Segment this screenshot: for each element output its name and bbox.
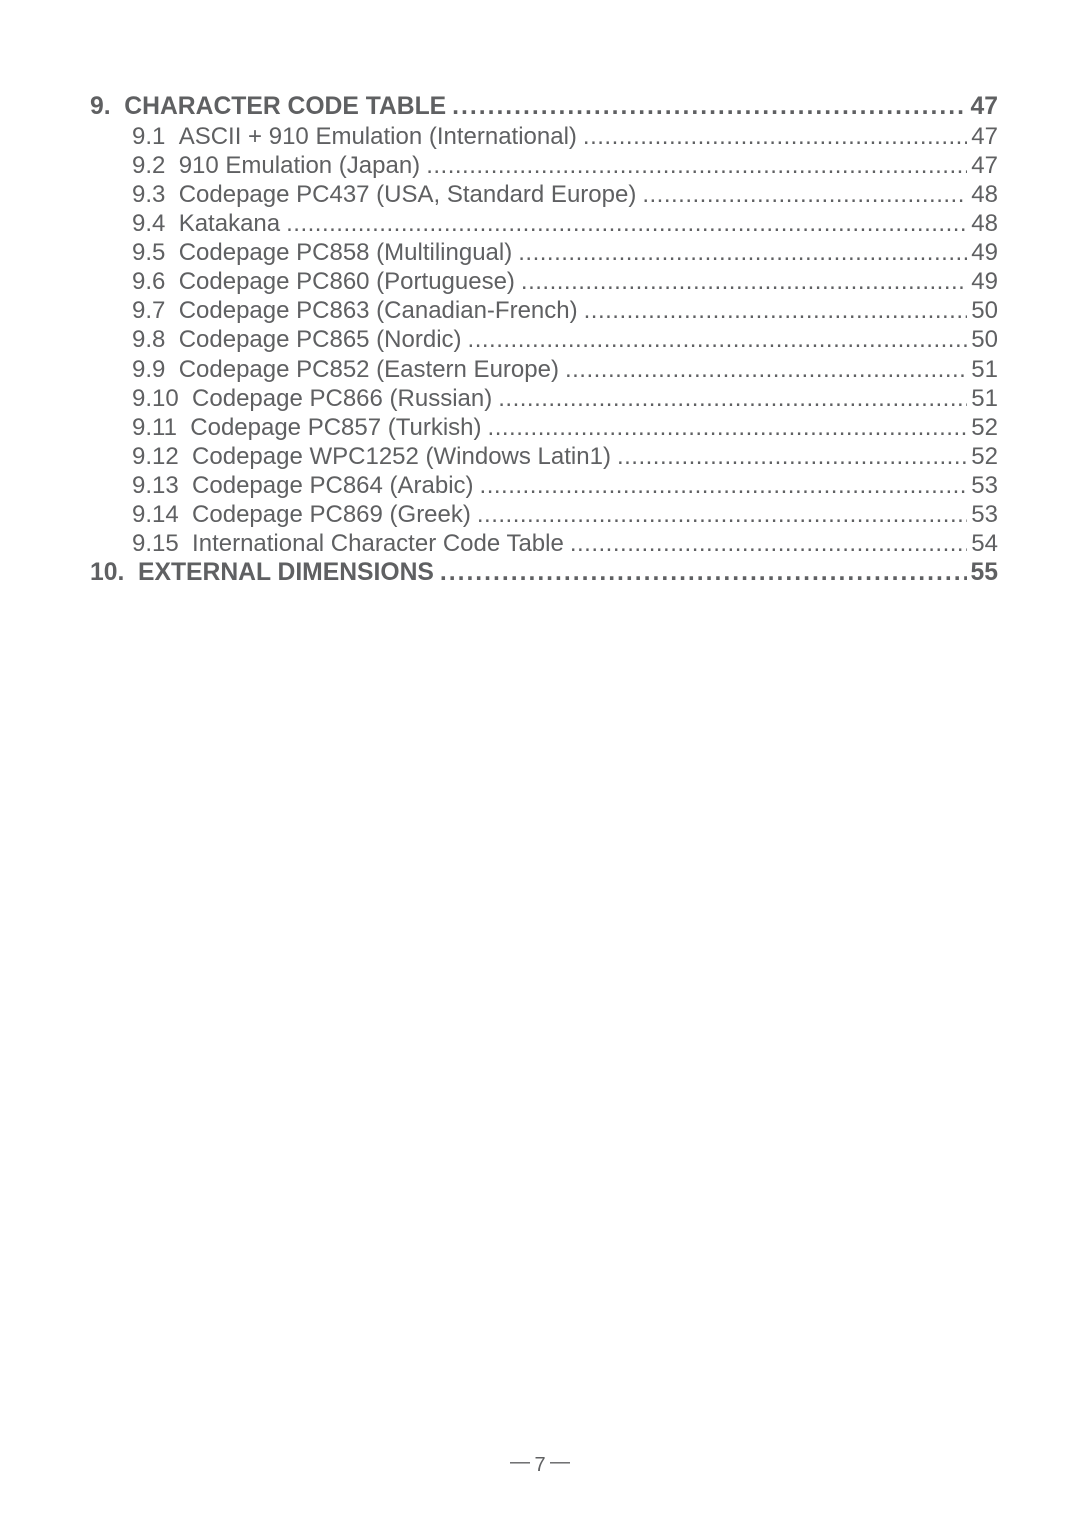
toc-sub-row: 9.6 Codepage PC860 (Portuguese) 49: [90, 270, 998, 294]
page-number-value: 7: [534, 1454, 545, 1477]
toc-leader: [468, 328, 968, 352]
toc-leader: [521, 270, 967, 294]
toc-sub-row: 9.9 Codepage PC852 (Eastern Europe) 51: [90, 358, 998, 382]
toc-entry-page: 51: [967, 387, 998, 411]
toc-entry-page: 47: [967, 125, 998, 149]
toc-leader: [570, 532, 967, 556]
toc-sub-row: 9.5 Codepage PC858 (Multilingual) 49: [90, 241, 998, 265]
toc-leader: [286, 212, 967, 236]
toc-leader: [426, 154, 967, 178]
toc-entry-page: 53: [967, 503, 998, 527]
toc-sub-row: 9.15 International Character Code Table 5…: [90, 532, 998, 556]
toc-sub-row: 9.8 Codepage PC865 (Nordic) 50: [90, 328, 998, 352]
toc-sub-row: 9.7 Codepage PC863 (Canadian-French) 50: [90, 299, 998, 323]
toc-entry-title: 9.2 910 Emulation (Japan): [132, 154, 420, 178]
toc-entry-page: 49: [967, 270, 998, 294]
toc-sub-row: 9.13 Codepage PC864 (Arabic) 53: [90, 474, 998, 498]
toc-entry-page: 49: [967, 241, 998, 265]
toc-entry-title: 9.1 ASCII + 910 Emulation (International…: [132, 125, 577, 149]
toc-chapter-row: 9. CHARACTER CODE TABLE 47: [90, 95, 998, 120]
toc-sub-row: 9.1 ASCII + 910 Emulation (International…: [90, 125, 998, 149]
toc-leader: [477, 503, 967, 527]
toc-sub-row: 9.2 910 Emulation (Japan) 47: [90, 154, 998, 178]
toc-leader: [488, 416, 968, 440]
table-of-contents: 9. CHARACTER CODE TABLE 47 9.1 ASCII + 910…: [90, 95, 998, 591]
toc-sub-row: 9.14 Codepage PC869 (Greek) 53: [90, 503, 998, 527]
toc-leader: [583, 125, 967, 149]
toc-sub-row: 9.12 Codepage WPC1252 (Windows Latin1) 52: [90, 445, 998, 469]
toc-entry-title: 9.7 Codepage PC863 (Canadian-French): [132, 299, 578, 323]
toc-entry-page: 53: [967, 474, 998, 498]
toc-entry-title: 9.3 Codepage PC437 (USA, Standard Europe…: [132, 183, 636, 207]
toc-entry-title: 9.14 Codepage PC869 (Greek): [132, 503, 471, 527]
toc-entry-page: 52: [967, 445, 998, 469]
page-number: — 7 —: [0, 1454, 1080, 1477]
toc-leader: [440, 561, 967, 586]
toc-leader: [480, 474, 968, 498]
toc-entry-title: 9. CHARACTER CODE TABLE: [90, 95, 446, 120]
toc-entry-page: 47: [967, 95, 998, 120]
toc-entry-title: 9.12 Codepage WPC1252 (Windows Latin1): [132, 445, 611, 469]
toc-entry-page: 50: [967, 299, 998, 323]
toc-leader: [498, 387, 967, 411]
toc-entry-title: 9.8 Codepage PC865 (Nordic): [132, 328, 462, 352]
toc-sub-row: 9.11 Codepage PC857 (Turkish) 52: [90, 416, 998, 440]
page-number-dash-right: —: [550, 1451, 570, 1474]
page-number-dash-left: —: [510, 1451, 530, 1474]
toc-sub-row: 9.3 Codepage PC437 (USA, Standard Europe…: [90, 183, 998, 207]
toc-entry-page: 55: [967, 561, 998, 586]
toc-entry-page: 48: [967, 183, 998, 207]
toc-leader: [584, 299, 968, 323]
toc-entry-title: 9.15 International Character Code Table: [132, 532, 564, 556]
toc-leader: [452, 95, 966, 120]
toc-leader: [565, 358, 967, 382]
toc-entry-page: 54: [967, 532, 998, 556]
toc-entry-title: 9.4 Katakana: [132, 212, 280, 236]
toc-entry-title: 9.9 Codepage PC852 (Eastern Europe): [132, 358, 559, 382]
toc-entry-page: 48: [967, 212, 998, 236]
toc-entry-page: 47: [967, 154, 998, 178]
toc-leader: [617, 445, 967, 469]
toc-chapter-row: 10. EXTERNAL DIMENSIONS 55: [90, 561, 998, 586]
toc-leader: [518, 241, 967, 265]
toc-entry-page: 50: [967, 328, 998, 352]
page: 9. CHARACTER CODE TABLE 47 9.1 ASCII + 910…: [0, 0, 1080, 1529]
toc-entry-page: 51: [967, 358, 998, 382]
toc-entry-title: 9.11 Codepage PC857 (Turkish): [132, 416, 482, 440]
toc-leader: [642, 183, 967, 207]
toc-entry-title: 9.6 Codepage PC860 (Portuguese): [132, 270, 515, 294]
toc-entry-title: 9.5 Codepage PC858 (Multilingual): [132, 241, 512, 265]
toc-sub-row: 9.4 Katakana 48: [90, 212, 998, 236]
toc-entry-title: 9.10 Codepage PC866 (Russian): [132, 387, 492, 411]
toc-entry-title: 9.13 Codepage PC864 (Arabic): [132, 474, 474, 498]
toc-entry-page: 52: [967, 416, 998, 440]
toc-entry-title: 10. EXTERNAL DIMENSIONS: [90, 561, 434, 586]
toc-sub-row: 9.10 Codepage PC866 (Russian) 51: [90, 387, 998, 411]
